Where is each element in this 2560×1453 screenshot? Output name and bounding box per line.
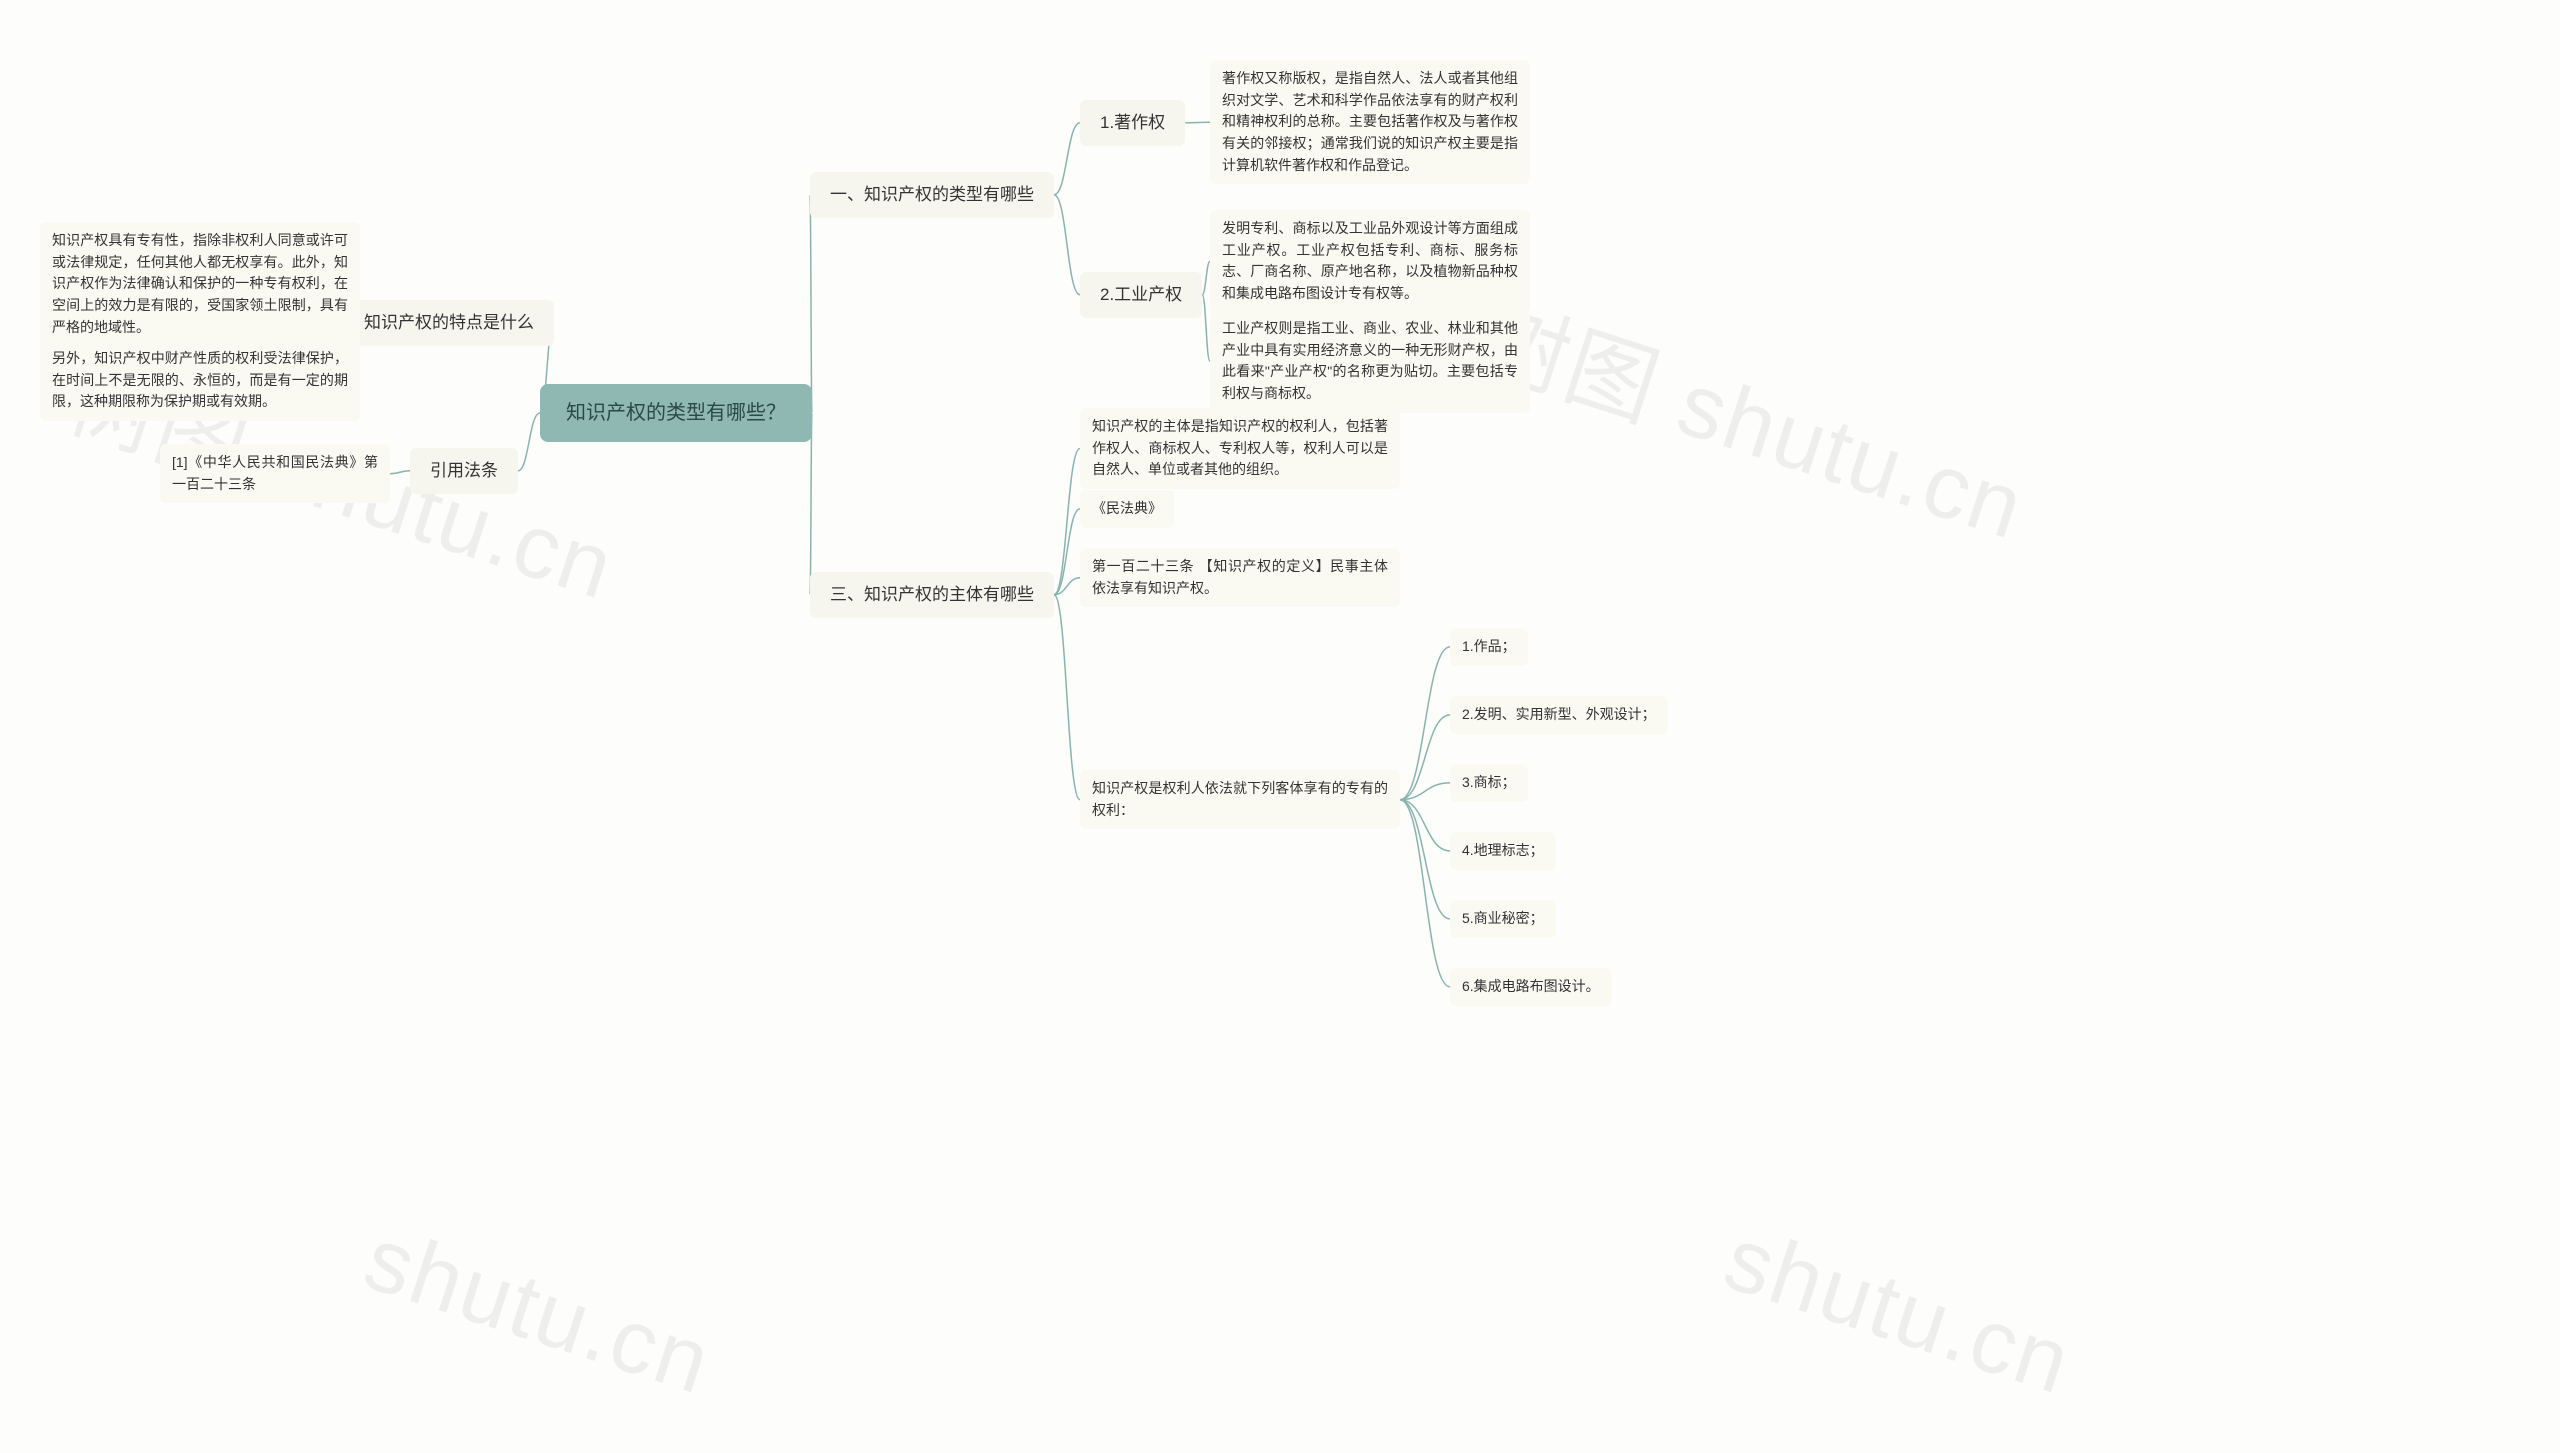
leaf-obj-trademark: 3.商标； xyxy=(1450,764,1528,802)
leaf-obj-circuit: 6.集成电路布图设计。 xyxy=(1450,968,1612,1006)
leaf-citation-1: [1]《中华人民共和国民法典》第一百二十三条 xyxy=(160,444,390,503)
branch-subjects[interactable]: 三、知识产权的主体有哪些 xyxy=(810,572,1054,618)
node-industrial[interactable]: 2.工业产权 xyxy=(1080,272,1202,318)
leaf-objects-intro: 知识产权是权利人依法就下列客体享有的专有的权利： xyxy=(1080,770,1400,829)
leaf-feature-exclusive: 知识产权具有专有性，指除非权利人同意或许可或法律规定，任何其他人都无权享有。此外… xyxy=(40,222,360,346)
leaf-article123: 第一百二十三条 【知识产权的定义】民事主体依法享有知识产权。 xyxy=(1080,548,1400,607)
leaf-industrial-def1: 发明专利、商标以及工业品外观设计等方面组成工业产权。工业产权包括专利、商标、服务… xyxy=(1210,210,1530,313)
leaf-obj-invent: 2.发明、实用新型、外观设计； xyxy=(1450,696,1668,734)
leaf-subject-def: 知识产权的主体是指知识产权的权利人，包括著作权人、商标权人、专利权人等，权利人可… xyxy=(1080,408,1400,489)
leaf-obj-secret: 5.商业秘密； xyxy=(1450,900,1556,938)
branch-types[interactable]: 一、知识产权的类型有哪些 xyxy=(810,172,1054,218)
leaf-obj-works: 1.作品； xyxy=(1450,628,1528,666)
branch-citation[interactable]: 引用法条 xyxy=(410,448,518,494)
leaf-obj-geo: 4.地理标志； xyxy=(1450,832,1556,870)
watermark: shutu.cn xyxy=(1713,1207,2084,1415)
leaf-copyright-def: 著作权又称版权，是指自然人、法人或者其他组织对文学、艺术和科学作品依法享有的财产… xyxy=(1210,60,1530,184)
leaf-industrial-def2: 工业产权则是指工业、商业、农业、林业和其他产业中具有实用经济意义的一种无形财产权… xyxy=(1210,310,1530,413)
root-node[interactable]: 知识产权的类型有哪些？ xyxy=(540,384,812,442)
watermark: 树图 shutu.cn xyxy=(1464,266,2044,565)
node-copyright[interactable]: 1.著作权 xyxy=(1080,100,1185,146)
leaf-feature-timelimit: 另外，知识产权中财产性质的权利受法律保护，在时间上不是无限的、永恒的，而是有一定… xyxy=(40,340,360,421)
watermark: shutu.cn xyxy=(353,1207,724,1415)
leaf-civilcode: 《民法典》 xyxy=(1080,490,1174,528)
